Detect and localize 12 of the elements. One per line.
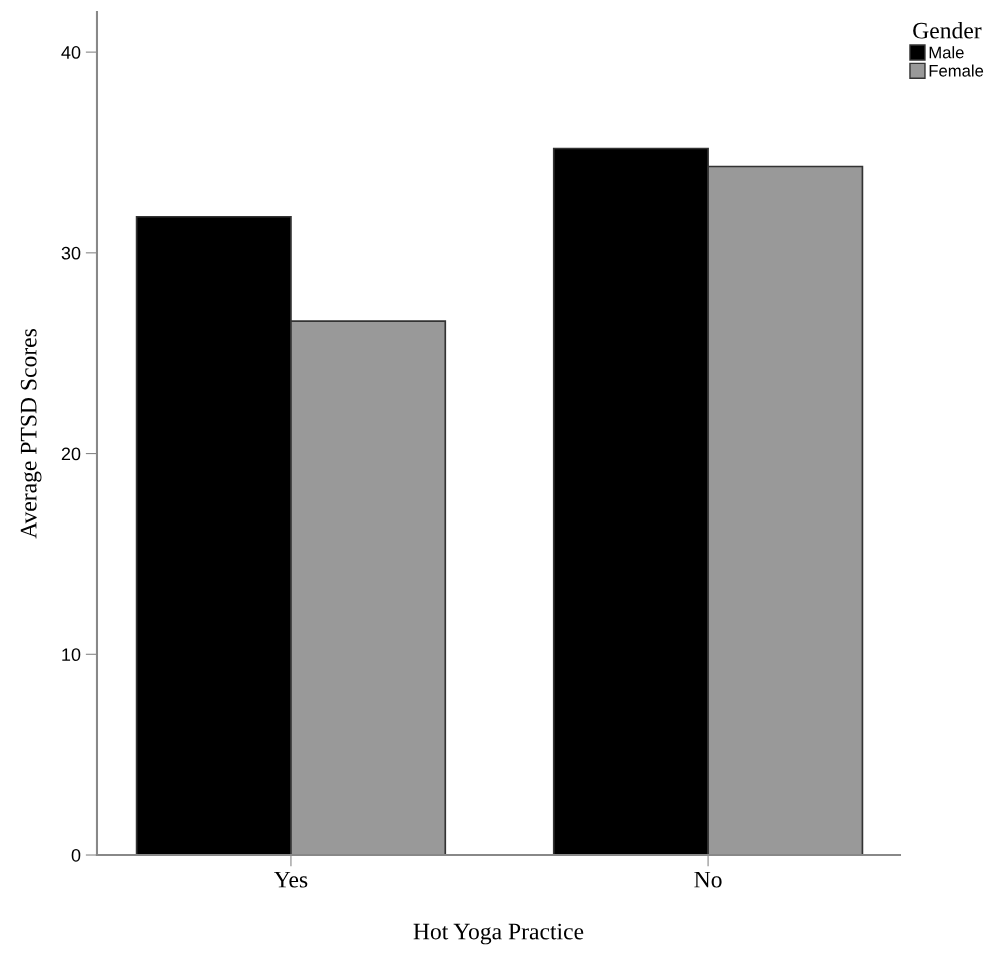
y-tick-label: 40 (61, 46, 81, 59)
legend-label: Female (929, 64, 984, 77)
x-tick-label: No (694, 871, 722, 888)
y-tick-label: 10 (62, 648, 81, 662)
legend-title: Gender (913, 21, 982, 39)
y-tick-label: 20 (61, 447, 81, 461)
x-tick-label: Yes (274, 871, 308, 888)
y-axis-title: Average PTSD Scores (20, 328, 42, 539)
y-tick-label: 30 (61, 246, 81, 260)
x-axis-title: Hot Yoga Practice (413, 923, 584, 945)
legend-label: Male (929, 46, 964, 59)
y-tick-label: 0 (71, 848, 81, 862)
